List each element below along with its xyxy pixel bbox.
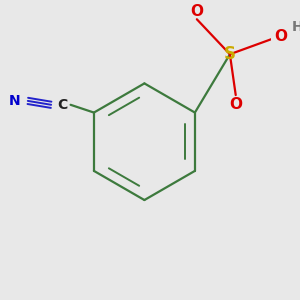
Text: O: O — [190, 4, 203, 19]
Text: O: O — [274, 29, 287, 44]
Text: S: S — [224, 45, 236, 63]
Text: C: C — [58, 98, 68, 112]
Text: N: N — [8, 94, 20, 108]
Text: O: O — [229, 97, 242, 112]
Text: H: H — [292, 20, 300, 34]
